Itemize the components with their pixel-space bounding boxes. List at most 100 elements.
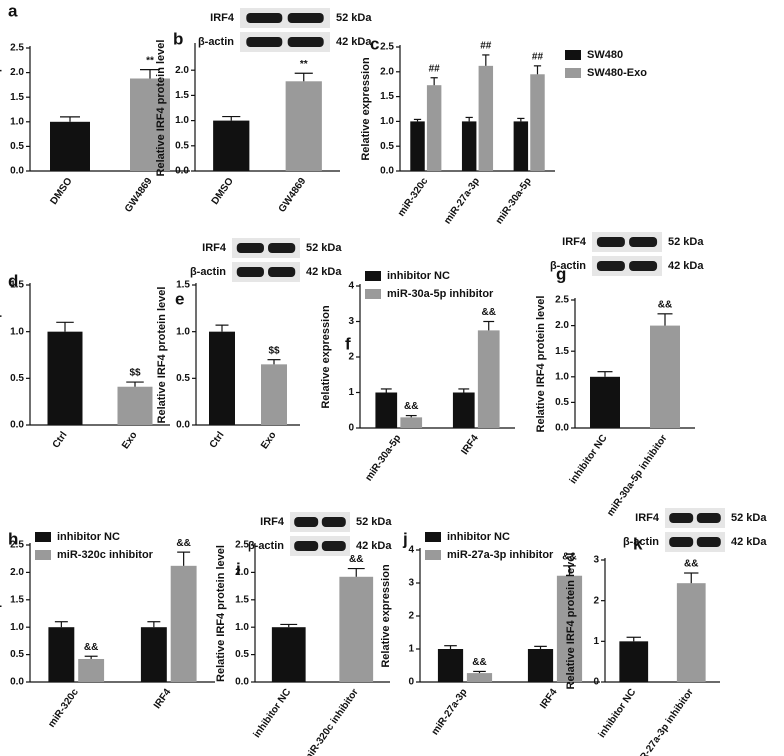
bar xyxy=(48,627,75,682)
y-axis-label: Relative IRF4 protein level xyxy=(215,545,227,682)
blot-band xyxy=(629,261,658,271)
significance: && xyxy=(84,642,98,653)
y-axis-label: Relative expression xyxy=(320,305,332,409)
y-tick-label: 1.5 xyxy=(10,92,24,103)
x-tick-label: Exo xyxy=(120,430,140,451)
y-tick-label: 1.0 xyxy=(555,371,569,382)
blot-label: β-actin xyxy=(248,540,284,552)
bar xyxy=(452,392,475,428)
y-tick-label: 2.0 xyxy=(175,65,189,76)
bar xyxy=(527,649,554,682)
y-tick-label: 0 xyxy=(593,677,599,688)
legend-label: miR-320c inhibitor xyxy=(57,549,154,561)
x-tick-label: inhibitor NC xyxy=(597,687,639,740)
bar xyxy=(477,330,500,428)
panel-letter: a xyxy=(8,1,18,20)
y-tick-label: 1.5 xyxy=(380,91,394,102)
y-tick-label: 1.0 xyxy=(175,115,189,126)
blot-band xyxy=(246,13,283,23)
y-axis-label: Relative IRF4 mRNA expression xyxy=(0,26,2,193)
legend-label: SW480-Exo xyxy=(587,67,647,79)
y-tick-label: 3 xyxy=(408,578,414,589)
bar xyxy=(478,65,494,171)
bar xyxy=(410,121,425,171)
bar xyxy=(140,627,167,682)
y-tick-label: 2.0 xyxy=(10,67,24,78)
y-tick-label: 4 xyxy=(408,545,414,556)
legend-swatch xyxy=(35,532,51,542)
y-tick-label: 2.0 xyxy=(555,320,569,331)
y-tick-label: 1 xyxy=(408,644,414,655)
blot-band xyxy=(669,537,694,547)
bar xyxy=(619,641,649,682)
legend-swatch xyxy=(35,550,51,560)
blot-size: 42 kDa xyxy=(731,536,767,548)
y-tick-label: 2.5 xyxy=(235,540,249,551)
blot-label: β-actin xyxy=(623,536,659,548)
bar xyxy=(209,331,235,425)
bar xyxy=(271,627,306,682)
bar xyxy=(285,81,322,171)
significance: ## xyxy=(480,41,492,52)
y-axis-label: Relative IRF4 mRNA expression xyxy=(0,271,2,438)
blot-label: β-actin xyxy=(198,36,234,48)
x-tick-label: inhibitor NC xyxy=(252,687,294,740)
panel-letter: g xyxy=(556,264,566,283)
y-tick-label: 0.5 xyxy=(10,373,24,384)
blot-band xyxy=(696,537,721,547)
y-axis-label: Relative IRF4 protein level xyxy=(565,553,577,690)
panel-letter: c xyxy=(370,34,379,53)
blot-label: IRF4 xyxy=(202,242,227,254)
x-tick-label: DMSO xyxy=(48,176,74,207)
x-tick-label: GW4869 xyxy=(277,176,309,215)
x-tick-label: Exo xyxy=(259,430,279,451)
significance: && xyxy=(472,657,486,668)
legend-label: miR-30a-5p inhibitor xyxy=(387,288,494,300)
blot-band xyxy=(287,37,324,47)
x-tick-label: miR-27a-3p xyxy=(430,687,470,737)
x-tick-label: IRF4 xyxy=(152,687,174,711)
x-tick-label: IRF4 xyxy=(538,687,560,711)
y-tick-label: 0.5 xyxy=(10,649,24,660)
y-axis-label: Relative IRF4 protein level xyxy=(156,287,168,424)
significance: && xyxy=(176,538,190,549)
blot-band xyxy=(696,513,721,523)
y-tick-label: 2.0 xyxy=(10,567,24,578)
bar xyxy=(78,658,105,682)
significance: $$ xyxy=(129,368,141,379)
blot-size: 52 kDa xyxy=(336,12,372,24)
blot-band xyxy=(596,261,625,271)
y-tick-label: 1.0 xyxy=(176,326,190,337)
significance: ** xyxy=(300,59,308,70)
y-tick-label: 0.0 xyxy=(235,677,249,688)
bar xyxy=(170,565,197,682)
significance: && xyxy=(684,559,698,570)
blot-band xyxy=(246,37,283,47)
blot-label: IRF4 xyxy=(260,516,285,528)
bar xyxy=(339,576,374,682)
y-tick-label: 2.5 xyxy=(555,295,569,306)
x-tick-label: miR-27a-3p xyxy=(442,176,482,226)
y-tick-label: 2 xyxy=(348,352,354,363)
y-tick-label: 1 xyxy=(348,387,354,398)
y-tick-label: 0.5 xyxy=(175,140,189,151)
bar xyxy=(375,392,398,428)
blot-label: IRF4 xyxy=(635,512,660,524)
blot-size: 42 kDa xyxy=(668,260,704,272)
y-tick-label: 0.0 xyxy=(380,166,394,177)
blot-band xyxy=(268,267,296,277)
blot-band xyxy=(321,541,346,551)
y-tick-label: 1.0 xyxy=(10,326,24,337)
y-tick-label: 0.0 xyxy=(10,677,24,688)
bar xyxy=(466,673,493,682)
y-tick-label: 1 xyxy=(593,636,599,647)
bar xyxy=(47,331,83,425)
bar xyxy=(461,121,477,171)
blot-size: 52 kDa xyxy=(306,242,342,254)
y-tick-label: 0.0 xyxy=(175,166,189,177)
blot-size: 42 kDa xyxy=(336,36,372,48)
y-axis-label: Relative IRF4 protein level xyxy=(535,296,547,433)
blot-band xyxy=(596,237,625,247)
bar xyxy=(437,649,464,682)
x-tick-label: IRF4 xyxy=(459,433,481,457)
